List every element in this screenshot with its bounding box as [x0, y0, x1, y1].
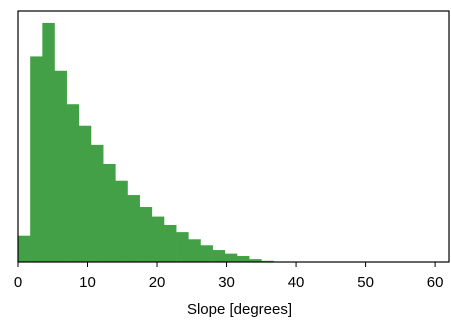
x-axis-label: Slope [degrees] [187, 301, 292, 318]
histogram-bar-16 [212, 250, 226, 262]
x-tick-label: 60 [427, 274, 444, 291]
histogram-bar-18 [236, 256, 250, 262]
histogram-bar-15 [200, 245, 213, 262]
histogram-bar-5 [78, 125, 92, 262]
histogram-bar-12 [163, 224, 177, 262]
histogram-bar-2 [42, 22, 55, 263]
histogram-bar-9 [127, 195, 140, 262]
histogram-bar-13 [176, 232, 189, 262]
x-tick-label: 0 [14, 274, 22, 291]
x-tick-label: 30 [218, 274, 235, 291]
histogram-bar-7 [103, 163, 116, 262]
histogram-bar-8 [115, 180, 128, 262]
histogram-bar-11 [151, 216, 165, 262]
histogram-bar-10 [139, 207, 153, 262]
x-tick-label: 10 [79, 274, 96, 291]
histogram-bar-6 [90, 144, 104, 262]
histogram-bar-3 [54, 70, 67, 262]
histogram-bar-17 [224, 253, 238, 262]
histogram-bar-19 [249, 259, 262, 262]
x-tick-label: 50 [357, 274, 374, 291]
histogram-bar-0 [18, 235, 31, 262]
histogram-bars [18, 22, 299, 263]
histogram-bar-1 [30, 56, 43, 262]
histogram-bar-14 [188, 239, 201, 262]
histogram-bar-4 [66, 104, 80, 262]
x-tick-label: 20 [149, 274, 166, 291]
plot-frame [17, 10, 450, 263]
x-tick-label: 40 [288, 274, 305, 291]
x-axis-ticks: 0 10 20 30 40 50 60 [14, 262, 444, 291]
